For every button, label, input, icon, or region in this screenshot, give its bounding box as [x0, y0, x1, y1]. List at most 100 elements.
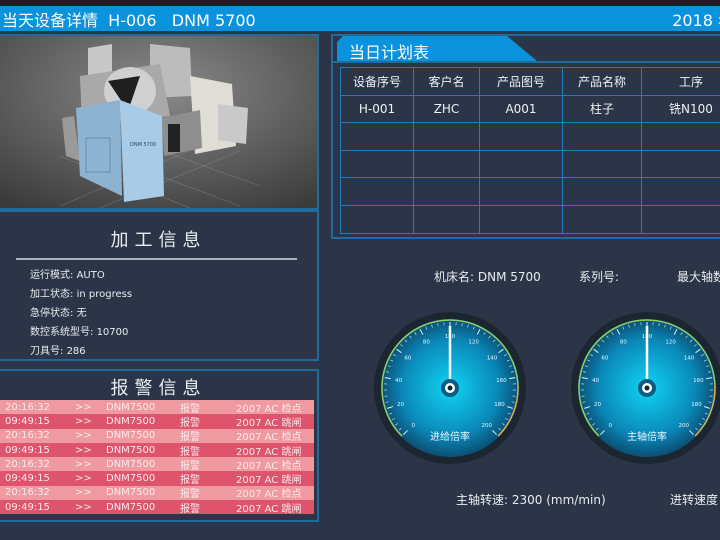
gauge-tick: [597, 344, 600, 347]
gauge-tick: [706, 377, 713, 380]
gauge-tick: [387, 406, 394, 409]
table-cell: [479, 177, 563, 206]
table-cell: [562, 204, 642, 234]
plan-table: 设备序号 客户名 产品图号 产品名称 工序 H-001 ZHC A001 柱子 铣N100: [340, 67, 720, 234]
table-cell: [641, 122, 720, 151]
gauge-tick: [586, 412, 590, 415]
alarm-row[interactable]: 20:16:32 >> DNM7500 报警 2007 AC 检点: [0, 457, 314, 472]
gauge-tick: [601, 339, 605, 343]
alarm-arrow: >>: [75, 415, 92, 427]
gauge-tick: [616, 328, 621, 335]
gauge-tick-label: 200: [679, 423, 690, 429]
table-cell: [340, 149, 414, 179]
table-row[interactable]: [340, 204, 720, 234]
table-cell: [641, 177, 720, 206]
info-value: 无: [76, 308, 87, 319]
alarm-row[interactable]: 20:16:32 >> DNM7500 报警 2007 AC 检点: [0, 400, 314, 415]
gauge-hub-center: [644, 385, 650, 391]
alarm-machine: DNM7500: [106, 444, 156, 456]
alarm-arrow: >>: [75, 430, 92, 442]
alarm-machine: DNM7500: [106, 501, 156, 513]
gauge-tick: [396, 348, 402, 354]
alarm-machine: DNM7500: [106, 458, 156, 470]
gauge-tick: [694, 344, 697, 347]
gauge-tick: [390, 359, 394, 362]
alarm-machine: DNM7500: [106, 487, 156, 499]
alarm-time: 20:16:32: [5, 401, 50, 413]
gauge-tick: [409, 335, 412, 339]
info-item: 运行模式: AUTO: [30, 266, 317, 285]
table-cell: [562, 149, 642, 179]
tab-daily-plan[interactable]: 当日计划表: [337, 36, 537, 61]
gauge-tick-label: 120: [468, 340, 479, 346]
table-cell: [641, 149, 720, 179]
table-cell: ZHC: [413, 94, 480, 124]
alarm-time: 09:49:15: [5, 415, 50, 427]
gauge-tick-label: 160: [693, 378, 704, 384]
gauge-tick: [387, 365, 391, 367]
gauge-tick: [592, 423, 596, 426]
alarm-arrow: >>: [75, 501, 92, 513]
series-label: 系列号:: [579, 270, 620, 284]
table-cell: [641, 204, 720, 234]
gauge-tick: [606, 335, 609, 339]
gauge-tick: [393, 354, 396, 357]
gauge-tick-label: 0: [608, 423, 612, 429]
alarm-row[interactable]: 09:49:15 >> DNM7500 报警 2007 AC 跳闸: [0, 500, 314, 515]
alarm-title: 报警信息: [110, 378, 207, 399]
alarm-row[interactable]: 09:49:15 >> DNM7500 报警 2007 AC 跳闸: [0, 414, 314, 429]
table-row[interactable]: [340, 149, 720, 179]
gauge-label: 主轴倍率: [627, 430, 667, 443]
alarm-msg: 2007 AC 跳闸: [236, 446, 302, 458]
info-item: 加工状态: in progress: [30, 285, 317, 304]
alarm-row[interactable]: 09:49:15 >> DNM7500 报警 2007 AC 跳闸: [0, 442, 314, 458]
info-list: 运行模式: AUTO 加工状态: in progress 急停状态: 无数控系统型号…: [30, 266, 317, 361]
table-cell: [479, 149, 563, 179]
gauge-tick: [589, 418, 592, 421]
gauge-tick: [431, 324, 433, 328]
gauge-tick: [509, 377, 516, 380]
top-strip: [0, 0, 720, 6]
alarm-row[interactable]: 09:49:15 >> DNM7500 报警 2007 AC 跳闸: [0, 471, 314, 486]
table-cell: [413, 204, 480, 234]
gauge-tick-label: 40: [592, 378, 599, 384]
info-label: 刀具号:: [30, 346, 64, 357]
machining-info-panel: 加工信息 运行模式: AUTO 加工状态: in progress 急停状态: 无数…: [0, 210, 319, 361]
info-value: 10700: [96, 327, 129, 338]
info-divider: [16, 258, 297, 260]
gauge-tick: [685, 335, 688, 339]
gauge-tick-label: 140: [684, 355, 695, 361]
gauge-tick: [506, 406, 513, 409]
gauge-tick: [703, 406, 710, 409]
column-header: 产品图号: [479, 67, 563, 96]
gauge-tick: [584, 365, 588, 367]
gauge-tick: [689, 430, 695, 436]
gauge-tick: [505, 418, 508, 421]
table-row[interactable]: [340, 177, 720, 206]
gauge-tick-label: 200: [482, 423, 493, 429]
gauge-tick-label: 60: [601, 355, 608, 361]
alarm-arrow: >>: [75, 473, 92, 485]
gauge-tick: [488, 335, 491, 339]
alarm-type: 报警: [180, 503, 200, 515]
gauge-tick: [584, 406, 591, 409]
alarm-machine: DNM7500: [106, 401, 156, 413]
gauge-tick: [461, 323, 463, 327]
gauge-tick: [611, 332, 614, 335]
table-row[interactable]: [340, 122, 720, 151]
alarm-machine: DNM7500: [106, 430, 156, 442]
alarm-arrow: >>: [75, 458, 92, 470]
column-header: 产品名称: [562, 67, 642, 96]
alarm-row[interactable]: 20:16:32 >> DNM7500 报警 2007 AC 检点: [0, 485, 314, 500]
alarm-row[interactable]: 20:16:32 >> DNM7500 报警 2007 AC 检点: [0, 428, 314, 443]
gauge-tick: [492, 430, 498, 436]
gauge-tick: [695, 427, 699, 431]
table-cell: 柱子: [562, 94, 642, 124]
gauge-tick: [400, 344, 403, 347]
table-cell: [562, 177, 642, 206]
alarm-machine: DNM7500: [106, 473, 156, 485]
table-cell: [479, 204, 563, 234]
info-item: 刀具号: 286: [30, 342, 317, 361]
gauge-tick-label: 180: [494, 402, 505, 408]
table-row[interactable]: H-001 ZHC A001 柱子 铣N100: [340, 94, 720, 124]
